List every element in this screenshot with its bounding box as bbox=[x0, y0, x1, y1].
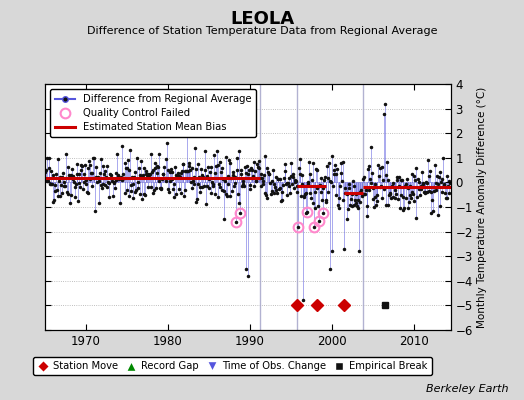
Y-axis label: Monthly Temperature Anomaly Difference (°C): Monthly Temperature Anomaly Difference (… bbox=[477, 86, 487, 328]
Legend: Station Move, Record Gap, Time of Obs. Change, Empirical Break: Station Move, Record Gap, Time of Obs. C… bbox=[34, 357, 432, 375]
Text: Difference of Station Temperature Data from Regional Average: Difference of Station Temperature Data f… bbox=[87, 26, 437, 36]
Text: LEOLA: LEOLA bbox=[230, 10, 294, 28]
Text: Berkeley Earth: Berkeley Earth bbox=[426, 384, 508, 394]
